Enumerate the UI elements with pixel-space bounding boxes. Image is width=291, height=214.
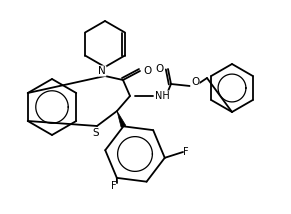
Text: O: O <box>191 77 199 87</box>
Text: S: S <box>93 128 99 138</box>
Text: NH: NH <box>155 91 169 101</box>
Text: O: O <box>144 66 152 76</box>
Text: N: N <box>98 66 106 76</box>
Text: O: O <box>156 64 164 74</box>
Text: F: F <box>183 147 189 157</box>
Polygon shape <box>117 111 126 127</box>
Text: F: F <box>111 181 117 191</box>
